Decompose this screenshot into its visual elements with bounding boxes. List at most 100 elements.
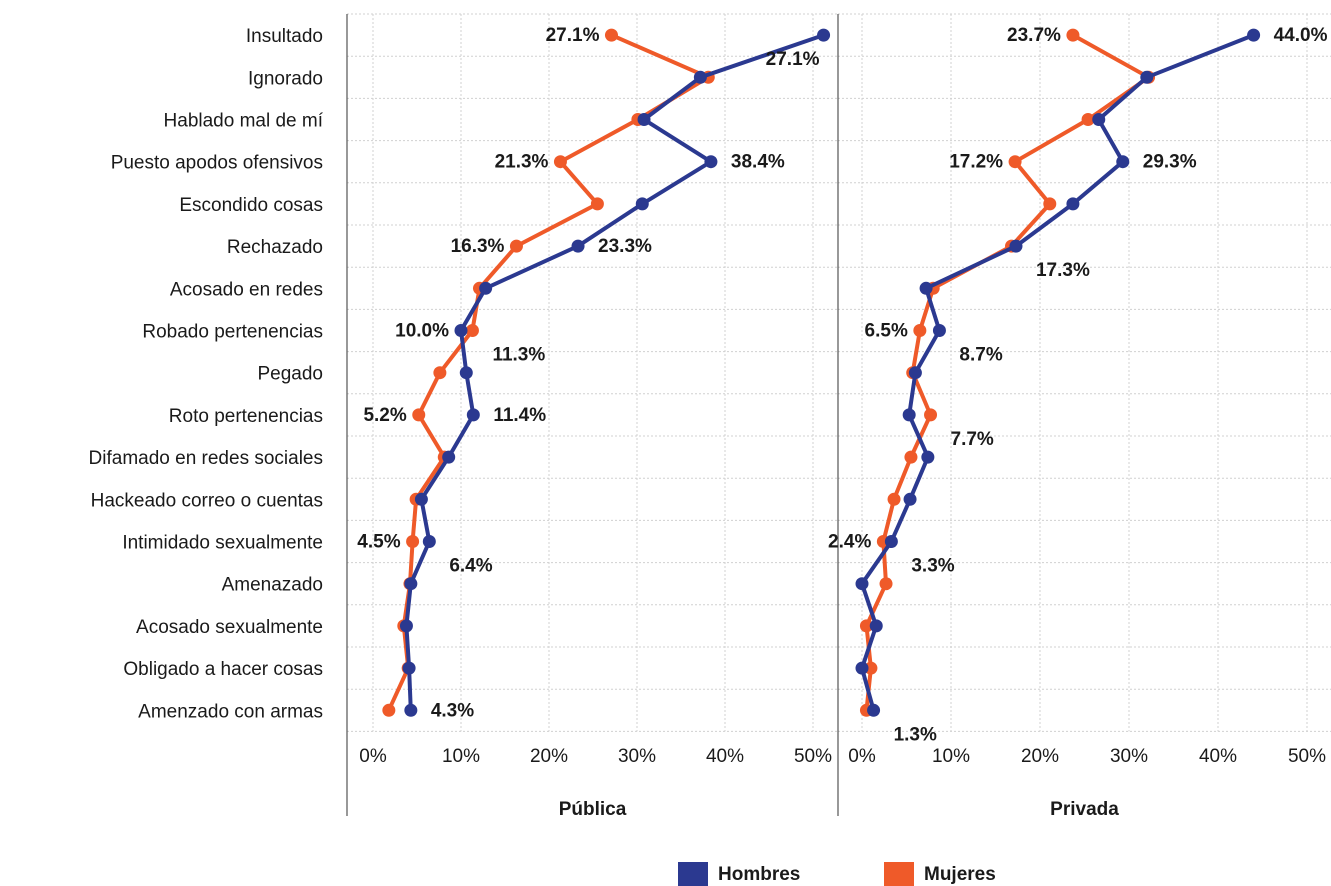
data-label: 21.3%: [495, 152, 549, 173]
x-tick-label: 30%: [1110, 746, 1148, 767]
data-point-hombres: [908, 366, 922, 380]
data-point-hombres: [884, 535, 898, 548]
x-tick-label: 50%: [1288, 746, 1326, 767]
legend-label: Mujeres: [924, 864, 996, 885]
data-label: 4.5%: [357, 532, 400, 553]
data-point-hombres: [404, 703, 418, 717]
data-point-hombres: [704, 155, 718, 169]
data-label: 2.4%: [828, 532, 871, 553]
data-point-hombres: [422, 535, 436, 548]
legend: Hombres Mujeres: [678, 862, 996, 886]
data-point-hombres: [404, 577, 418, 591]
category-labels: Insultado Ignorado Hablado mal de mí Puesto…: [89, 26, 324, 722]
data-label: 5.2%: [363, 405, 406, 426]
data-point-hombres: [1140, 70, 1154, 84]
x-tick-label: 40%: [1199, 746, 1237, 767]
data-point-mujeres: [924, 408, 938, 422]
data-point-mujeres: [1066, 28, 1080, 42]
data-point-hombres: [855, 661, 869, 675]
data-label: 3.3%: [911, 556, 954, 577]
category-label: Pegado: [257, 364, 323, 385]
category-label: Ignorado: [248, 68, 323, 89]
x-tick-label: 0%: [359, 746, 387, 767]
data-point-mujeres: [859, 619, 873, 633]
data-point-hombres: [932, 324, 946, 337]
x-tick-label: 10%: [932, 746, 970, 767]
data-point-mujeres: [1081, 113, 1095, 126]
data-point-mujeres: [904, 450, 918, 464]
data-point-hombres: [902, 408, 916, 422]
data-point-hombres: [1066, 197, 1080, 211]
data-point-hombres: [921, 450, 935, 464]
legend-label: Hombres: [718, 864, 800, 885]
legend-swatch-mujeres: [884, 862, 914, 886]
category-label: Obligado a hacer cosas: [123, 659, 323, 680]
data-point-hombres: [919, 281, 933, 295]
data-label: 1.3%: [894, 724, 937, 745]
data-label: 7.7%: [951, 429, 994, 450]
data-label: 6.5%: [865, 321, 908, 342]
data-point-mujeres: [433, 366, 447, 380]
x-tick-label: 0%: [848, 746, 876, 767]
axes: 0% 10% 20% 30% 40% 50% Pública 0% 10% 20% 30% 40% 50…: [346, 14, 1326, 820]
data-point-hombres: [414, 492, 428, 506]
data-point-mujeres: [382, 703, 396, 717]
category-label: Roto pertenencias: [169, 406, 323, 427]
data-label: 27.1%: [546, 25, 600, 46]
category-label: Puesto apodos ofensivos: [111, 153, 323, 174]
data-point-hombres: [454, 324, 468, 337]
data-point-hombres: [867, 703, 881, 717]
category-label: Insultado: [246, 26, 323, 47]
data-point-hombres: [817, 28, 831, 42]
data-point-mujeres: [879, 577, 893, 591]
data-point-mujeres: [553, 155, 567, 169]
data-point-mujeres: [465, 324, 479, 337]
data-label: 27.1%: [766, 49, 820, 70]
x-tick-label: 10%: [442, 746, 480, 767]
data-label: 38.4%: [731, 152, 785, 173]
data-point-hombres: [442, 450, 456, 464]
data-label: 23.7%: [1007, 25, 1061, 46]
data-point-mujeres: [1043, 197, 1057, 211]
data-point-hombres: [637, 113, 651, 126]
data-point-mujeres: [913, 324, 927, 337]
x-tick-label: 50%: [794, 746, 832, 767]
data-point-hombres: [1116, 155, 1130, 169]
category-label: Escondido cosas: [179, 195, 323, 216]
data-label: 11.3%: [492, 345, 545, 366]
category-label: Amenzado con armas: [138, 701, 323, 722]
data-point-hombres: [635, 197, 649, 211]
data-point-hombres: [1092, 113, 1106, 126]
data-point-hombres: [869, 619, 883, 633]
data-point-hombres: [1247, 28, 1261, 42]
panel-title: Privada: [1050, 799, 1119, 820]
legend-swatch-hombres: [678, 862, 708, 886]
data-label: 10.0%: [395, 321, 449, 342]
category-label: Hablado mal de mí: [164, 111, 324, 132]
data-label: 17.3%: [1036, 260, 1090, 281]
data-label: 17.2%: [949, 152, 1003, 173]
category-label: Acosado sexualmente: [136, 617, 323, 638]
data-label: 6.4%: [449, 556, 492, 577]
gridlines: [347, 13, 1331, 732]
data-point-hombres: [402, 661, 416, 675]
data-label: 16.3%: [451, 236, 505, 257]
data-point-mujeres: [590, 197, 604, 211]
data-point-hombres: [479, 281, 493, 295]
data-label: 11.4%: [493, 405, 546, 426]
data-point-mujeres: [887, 492, 901, 506]
data-label: 8.7%: [959, 345, 1002, 366]
data-point-hombres: [1009, 239, 1023, 253]
category-label: Robado pertenencias: [142, 322, 323, 343]
data-point-hombres: [459, 366, 473, 380]
x-tick-label: 40%: [706, 746, 744, 767]
data-point-hombres: [399, 619, 413, 633]
category-label: Amenazado: [222, 575, 323, 596]
data-point-mujeres: [1008, 155, 1022, 169]
data-point-hombres: [571, 239, 585, 253]
series-layer: [382, 28, 1261, 717]
data-point-mujeres: [406, 535, 420, 548]
x-tick-label: 20%: [1021, 746, 1059, 767]
data-point-hombres: [855, 577, 869, 591]
category-label: Intimidado sexualmente: [122, 533, 323, 554]
